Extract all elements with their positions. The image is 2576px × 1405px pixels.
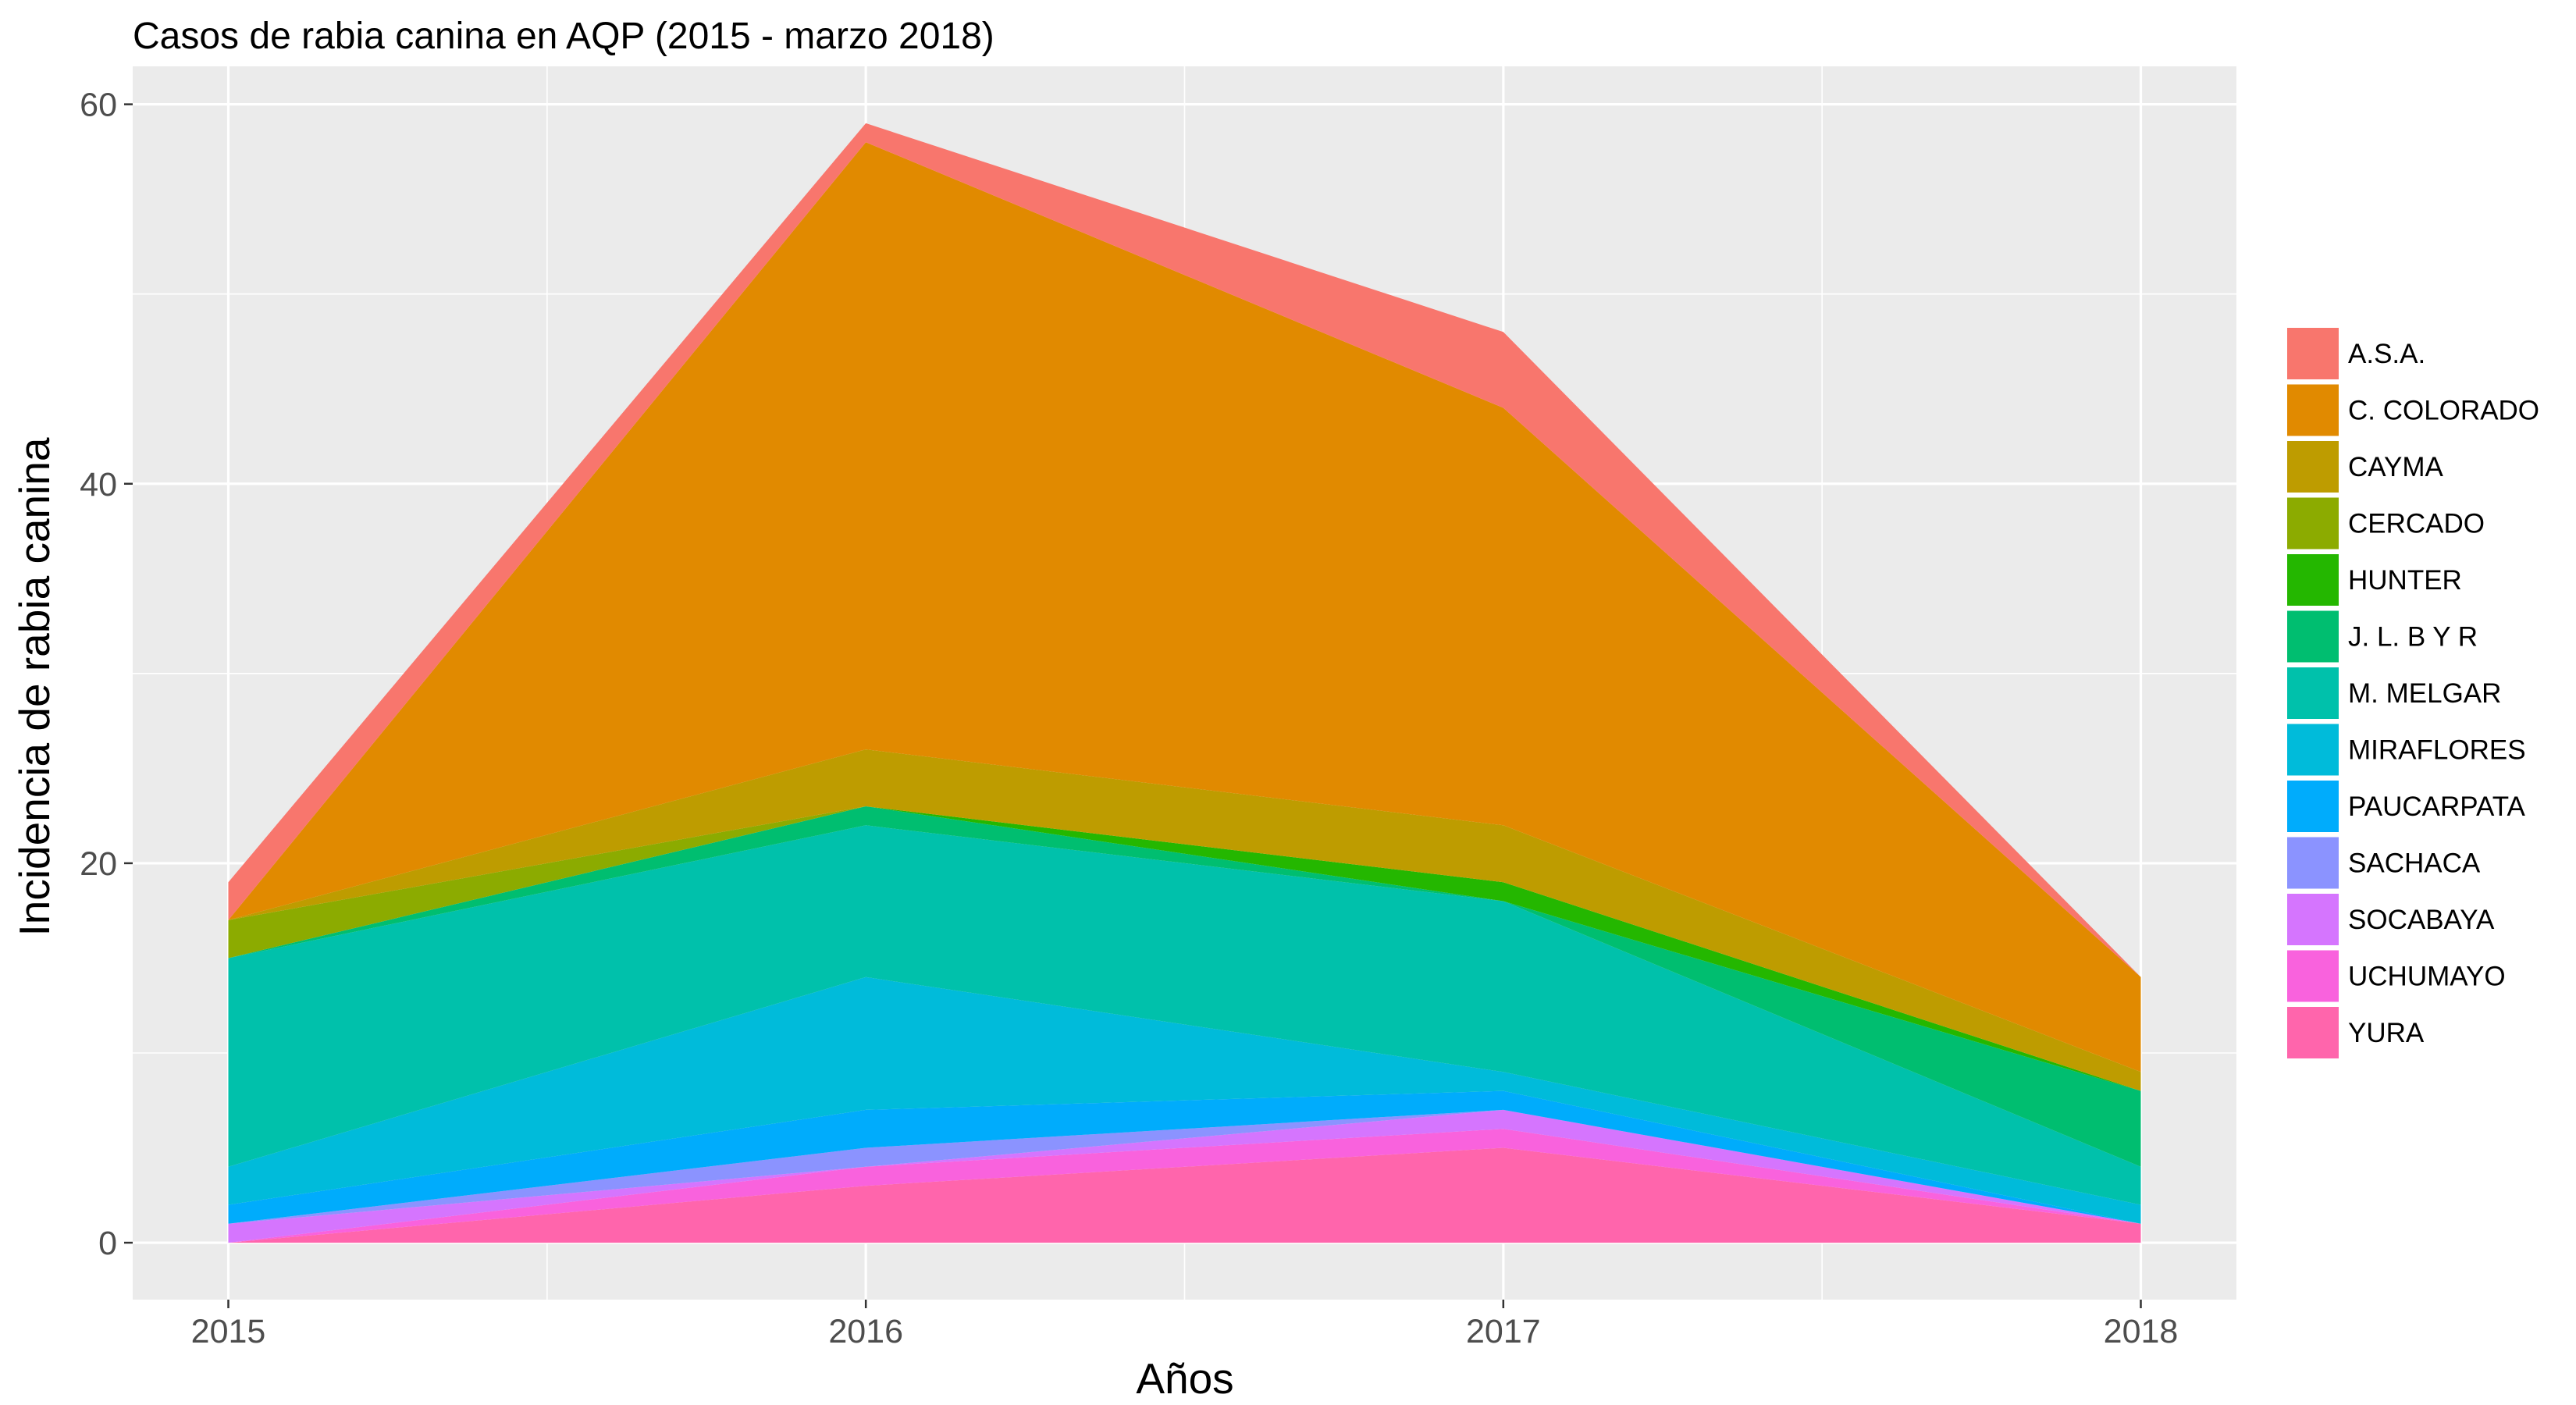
legend-item: CERCADO <box>2287 497 2485 550</box>
area-yura <box>228 1147 2141 1243</box>
legend-label: YURA <box>2348 1018 2425 1048</box>
area-a-s-a <box>228 123 2141 977</box>
area-j-l-b-y-r <box>228 806 2141 1167</box>
legend-item: C. COLORADO <box>2287 384 2539 436</box>
y-tick-label: 60 <box>80 87 117 124</box>
area-m-melgar <box>228 825 2141 1205</box>
legend-item: PAUCARPATA <box>2287 781 2526 832</box>
legend-item: SOCABAYA <box>2287 894 2495 945</box>
legend-item: HUNTER <box>2287 554 2462 606</box>
legend-label: CERCADO <box>2348 509 2485 539</box>
legend: A.S.A. C. COLORADO CAYMA CERCADO HUNTER J. L.… <box>2287 328 2539 1058</box>
legend-label: HUNTER <box>2348 565 2462 596</box>
x-axis-title: Años <box>1136 1354 1233 1403</box>
area-miraflores <box>228 976 2141 1224</box>
y-tick-label: 0 <box>98 1225 117 1262</box>
stacked-areas <box>228 123 2141 1243</box>
legend-key <box>2287 384 2339 436</box>
legend-key <box>2287 554 2339 606</box>
legend-key <box>2287 837 2339 889</box>
y-tick-label: 20 <box>80 845 117 883</box>
area-uchumayo <box>228 1129 2141 1243</box>
legend-label: CAYMA <box>2348 452 2444 482</box>
legend-label: C. COLORADO <box>2348 396 2539 426</box>
legend-item: UCHUMAYO <box>2287 950 2506 1002</box>
area-cayma <box>228 749 2141 1091</box>
legend-key <box>2287 894 2339 945</box>
legend-label: SOCABAYA <box>2348 905 2495 935</box>
x-tick-label: 2017 <box>1466 1313 1541 1350</box>
legend-label: UCHUMAYO <box>2348 962 2506 992</box>
legend-key <box>2287 441 2339 493</box>
legend-label: MIRAFLORES <box>2348 735 2526 766</box>
x-tick-label: 2016 <box>828 1313 903 1350</box>
y-axis-title: Incidencia de rabia canina <box>10 437 59 936</box>
legend-key <box>2287 724 2339 776</box>
legend-label: J. L. B Y R <box>2348 622 2478 653</box>
legend-item: CAYMA <box>2287 441 2444 493</box>
legend-label: A.S.A. <box>2348 339 2425 369</box>
x-axis-ticks: 2015 2016 2017 2018 <box>191 1300 2179 1350</box>
legend-key <box>2287 1007 2339 1058</box>
legend-item: A.S.A. <box>2287 328 2425 379</box>
legend-key <box>2287 328 2339 379</box>
legend-label: SACHACA <box>2348 848 2481 879</box>
legend-item: SACHACA <box>2287 837 2481 889</box>
legend-key <box>2287 950 2339 1002</box>
legend-label: M. MELGAR <box>2348 678 2501 709</box>
legend-label: PAUCARPATA <box>2348 791 2526 822</box>
legend-key <box>2287 667 2339 719</box>
area-paucarpata <box>228 1090 2141 1224</box>
legend-item: J. L. B Y R <box>2287 610 2478 663</box>
chart-title: Casos de rabia canina en AQP (2015 - mar… <box>133 16 994 57</box>
legend-key <box>2287 781 2339 832</box>
y-tick-label: 40 <box>80 466 117 503</box>
x-tick-label: 2015 <box>191 1313 266 1350</box>
x-tick-label: 2018 <box>2104 1313 2179 1350</box>
area-c-colorado <box>228 142 2141 1072</box>
legend-key <box>2287 610 2339 663</box>
legend-key <box>2287 497 2339 550</box>
legend-item: YURA <box>2287 1007 2425 1058</box>
area-sachaca <box>228 1109 2141 1224</box>
legend-item: M. MELGAR <box>2287 667 2501 719</box>
legend-item: MIRAFLORES <box>2287 724 2526 776</box>
y-axis-ticks: 0 20 40 60 <box>80 87 133 1262</box>
area-socabaya <box>228 1109 2141 1243</box>
